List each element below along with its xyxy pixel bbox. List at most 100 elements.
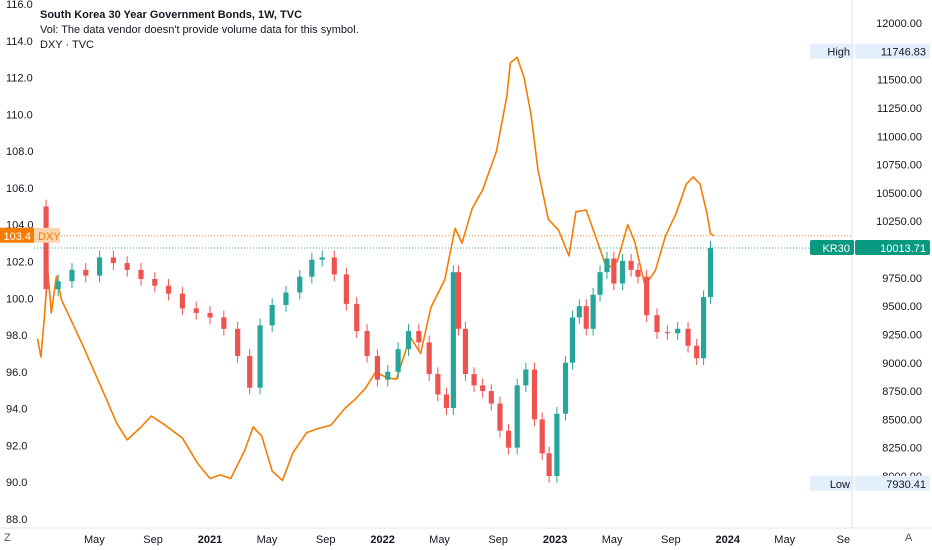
candle-body <box>583 306 589 329</box>
candle-body <box>221 317 227 329</box>
candle-body <box>235 328 241 356</box>
right-y-tick-label: 12000.00 <box>876 18 922 30</box>
left-y-tick-label: 96.0 <box>6 367 27 379</box>
dxy-name-label: DXY <box>38 231 61 243</box>
x-tick-label: May <box>84 534 105 546</box>
right-y-tick-label: 9750.00 <box>882 273 922 285</box>
x-tick-label: Sep <box>661 534 681 546</box>
candle-body <box>179 293 186 309</box>
left-y-tick-label: 100.0 <box>6 293 34 305</box>
left-y-tick-label: 106.0 <box>6 183 34 195</box>
right-y-tick-label: 8250.00 <box>882 443 922 455</box>
right-y-tick-label: 9500.00 <box>882 301 922 313</box>
left-y-tick-label: 112.0 <box>6 73 33 85</box>
candle-body <box>374 355 381 380</box>
candle-body <box>604 258 610 273</box>
x-tick-label: May <box>602 534 623 546</box>
candle-body <box>531 369 538 420</box>
candle-body <box>576 306 582 318</box>
candle-body <box>628 260 634 270</box>
candle-body <box>539 419 545 454</box>
candle-body <box>644 276 650 316</box>
dxy-line <box>36 56 715 482</box>
right-y-tick-label: 10250.00 <box>876 216 922 228</box>
candle-body <box>297 276 303 293</box>
x-tick-label: Se <box>837 534 850 546</box>
candle-body <box>554 413 560 476</box>
dxy-last-value: 103.4 <box>3 231 31 243</box>
left-y-tick-label: 110.0 <box>6 109 33 121</box>
candle-body <box>707 247 714 298</box>
candle-body <box>343 274 349 304</box>
candle-body <box>257 325 263 388</box>
x-tick-label: May <box>429 534 450 546</box>
candle-body <box>523 369 529 386</box>
candle-body <box>124 263 130 270</box>
kr30-high-label: High <box>827 47 850 59</box>
right-y-tick-label: 10500.00 <box>876 188 922 200</box>
candle-body <box>207 312 213 318</box>
right-y-tick-label: 9000.00 <box>882 358 922 370</box>
candle-body <box>83 269 89 276</box>
candle-body <box>635 269 641 277</box>
x-tick-label: 2024 <box>716 534 741 546</box>
candle-body <box>611 258 617 284</box>
zoom-icon[interactable]: Z <box>4 532 11 544</box>
candle-body <box>385 371 391 380</box>
left-y-tick-label: 98.0 <box>6 330 27 342</box>
chart-title: South Korea 30 Year Government Bonds, 1W… <box>40 9 303 21</box>
candle-body <box>331 257 337 275</box>
left-y-tick-label: 92.0 <box>6 440 27 452</box>
candle-body <box>443 394 450 409</box>
candle-body <box>193 308 199 313</box>
candle-body <box>480 385 486 392</box>
auto-scale-button[interactable]: A <box>905 532 913 544</box>
candle-body <box>110 257 116 264</box>
x-tick-label: Sep <box>143 534 163 546</box>
overlay-legend[interactable]: DXY · TVC <box>40 39 94 51</box>
candle-body <box>505 430 512 448</box>
candle-body <box>685 328 691 346</box>
kr30-high-value: 11746.83 <box>881 47 926 59</box>
left-y-tick-label: 114.0 <box>6 36 33 48</box>
candle-body <box>96 257 103 276</box>
candle-body <box>562 362 569 414</box>
kr30-low-label-bg <box>810 475 854 491</box>
candle-body <box>69 269 75 282</box>
candle-body <box>569 317 576 363</box>
candle-body <box>166 285 172 294</box>
chart-legend: South Korea 30 Year Government Bonds, 1W… <box>40 8 359 53</box>
candle-body <box>416 331 422 343</box>
candle-body <box>435 374 441 395</box>
x-tick-label: 2022 <box>370 534 394 546</box>
candle-body <box>514 385 520 448</box>
x-tick-label: Sep <box>488 534 508 546</box>
candle-body <box>700 297 707 359</box>
right-y-tick-label: 8500.00 <box>882 414 922 426</box>
right-y-tick-label: 11250.00 <box>877 103 922 115</box>
candle-body <box>247 355 253 388</box>
candle-body <box>450 272 456 409</box>
candle-body <box>694 345 700 359</box>
candle-body <box>354 303 360 332</box>
candle-body <box>664 332 670 334</box>
left-y-tick-label: 88.0 <box>6 514 27 526</box>
right-y-tick-label: 11500.00 <box>877 75 922 87</box>
kr30-low-label: Low <box>830 479 850 491</box>
candle-body <box>269 304 275 326</box>
kr30-last-label: KR30 <box>822 243 850 255</box>
x-tick-label: 2023 <box>543 534 567 546</box>
candle-body <box>597 272 603 295</box>
candle-body <box>455 272 462 329</box>
candle-body <box>395 349 401 372</box>
candle-body <box>309 259 315 277</box>
left-y-tick-label: 108.0 <box>6 146 34 158</box>
kr30-low-value-bg <box>855 475 930 491</box>
volume-note: Vol: The data vendor doesn't provide vol… <box>40 24 359 36</box>
dxy-layer <box>36 56 715 482</box>
candle-body <box>619 260 626 284</box>
kr30-last-value: 10013.71 <box>880 243 926 255</box>
kr30-high-value-bg <box>855 43 930 59</box>
right-y-tick-label: 8750.00 <box>882 386 922 398</box>
